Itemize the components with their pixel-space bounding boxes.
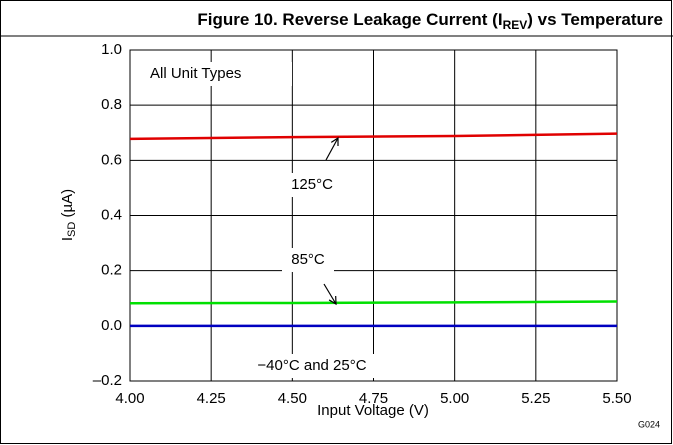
x-tick-label: 4.50 xyxy=(278,390,307,407)
arrow-head xyxy=(330,136,339,147)
label-bg xyxy=(281,173,343,197)
y-axis-label: ISD (µA) xyxy=(59,189,78,241)
x-tick-label: 5.25 xyxy=(521,390,550,407)
x-tick-label: 4.25 xyxy=(197,390,226,407)
x-tick-label: 5.50 xyxy=(602,390,631,407)
y-tick-label: 0.4 xyxy=(101,206,122,223)
arrow-head xyxy=(328,295,337,306)
chart-title: Figure 10. Reverse Leakage Current (IREV… xyxy=(197,10,663,32)
x-tick-label: 5.00 xyxy=(440,390,469,407)
y-tick-label: 0.2 xyxy=(101,262,122,279)
arrow xyxy=(325,137,339,161)
x-tick-label: 4.00 xyxy=(115,390,144,407)
annotation: All Unit Types xyxy=(150,65,241,82)
plot-border xyxy=(129,49,618,382)
x-tick-label: 4.75 xyxy=(359,390,388,407)
label-bg xyxy=(142,62,292,86)
series-label: −40°C and 25°C xyxy=(257,357,366,374)
y-tick-label: 0.0 xyxy=(101,317,122,334)
label-bg xyxy=(282,248,334,272)
label-bg xyxy=(242,354,382,378)
y-tick-label: 1.0 xyxy=(101,41,122,58)
series-label: 85°C xyxy=(291,251,325,268)
y-tick-label: –0.2 xyxy=(93,372,122,389)
y-tick-label: 0.8 xyxy=(101,96,122,113)
series-line xyxy=(129,300,618,305)
x-axis-label: Input Voltage (V) xyxy=(317,402,429,419)
y-tick-label: 0.6 xyxy=(101,151,122,168)
series-label: 125°C xyxy=(291,176,333,193)
arrow xyxy=(323,283,337,305)
figure-code: G024 xyxy=(638,419,660,429)
series-line xyxy=(129,132,618,141)
